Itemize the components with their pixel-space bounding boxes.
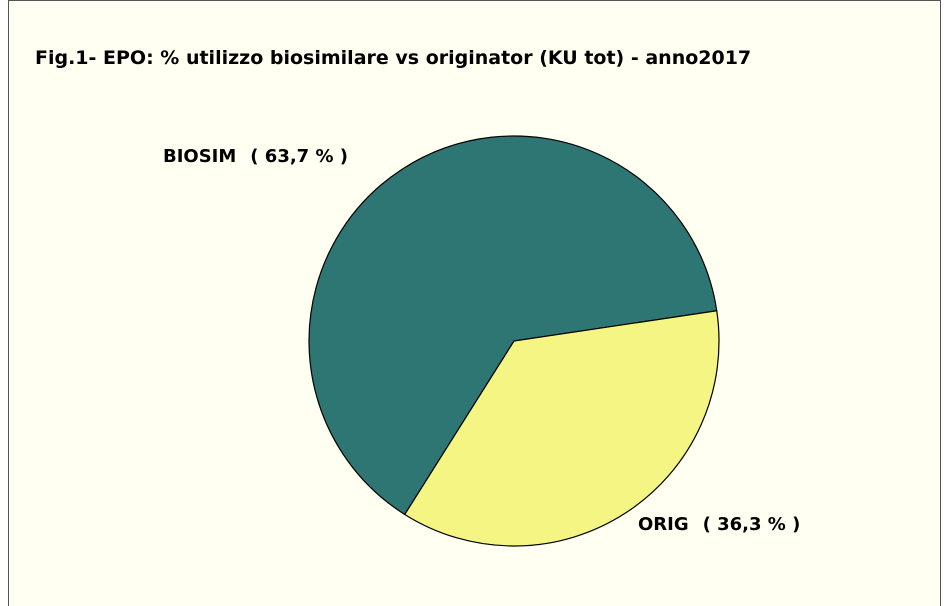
value-label: ( 36,3 % ) (703, 514, 801, 535)
value-label: ( 63,7 % ) (250, 146, 348, 167)
category-label: BIOSIM (163, 146, 236, 167)
slice-label: ORIG ( 36,3 % ) (638, 514, 800, 535)
slice-label: BIOSIM ( 63,7 % ) (163, 146, 348, 167)
category-label: ORIG (638, 514, 689, 535)
pie-slice (308, 135, 718, 516)
pie-slice (403, 310, 720, 547)
chart-title: Fig.1- EPO: % utilizzo biosimilare vs or… (35, 47, 751, 69)
